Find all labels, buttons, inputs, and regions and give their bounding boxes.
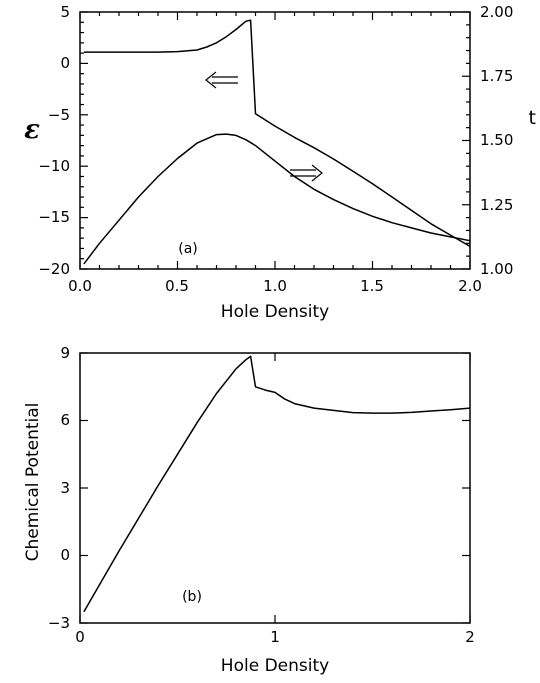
y-right-tick-label: 2.00: [480, 3, 513, 21]
y-axis-title-right: t: [529, 107, 536, 129]
x-tick-label: 2.0: [458, 277, 482, 295]
x-axis-title: Hole Density: [221, 302, 329, 322]
panel-a-bottom-ticks: [79, 12, 471, 269]
x-tick-label: 1.0: [263, 277, 287, 295]
panel-b-bottom-ticks: [79, 353, 471, 623]
x-tick-label: 1.5: [360, 277, 384, 295]
y-tick-label: 6: [60, 411, 70, 429]
x-tick-label: 1: [270, 628, 280, 646]
panel-b: 9 6 3 0 −3 0 1 2 Hole Density Chemical P…: [23, 344, 475, 676]
y-tick-label: −5: [48, 106, 70, 124]
x-tick-label: 0.0: [68, 277, 92, 295]
panel-b-right-ticks: [462, 352, 470, 624]
panel-label: (a): [178, 241, 198, 257]
left-arrow-icon: [205, 71, 238, 89]
series-line-epsilon: [83, 19, 471, 248]
y-right-tick-label: 1.00: [480, 260, 513, 278]
y-tick-label: 9: [60, 344, 70, 362]
right-arrow-icon: [290, 164, 323, 182]
y-tick-label: −20: [38, 260, 70, 278]
panel-b-frame: [79, 352, 471, 624]
panel-a-right-ticks: [462, 11, 470, 270]
panel-a: 5 0 −5 −10 −15 −20 2.00 1.75 1.50 1.25 1…: [24, 3, 536, 322]
y-right-tick-label: 1.75: [480, 67, 513, 85]
y-tick-label: −3: [48, 614, 70, 632]
panel-a-left-ticks: [80, 11, 88, 270]
y-right-tick-label: 1.25: [480, 196, 513, 214]
panel-b-left-ticks: [80, 352, 88, 624]
panel-a-frame: [79, 11, 471, 270]
y-tick-label: 5: [60, 3, 70, 21]
panel-label: (b): [182, 589, 202, 605]
x-axis-title: Hole Density: [221, 656, 329, 676]
y-axis-title-left: ε: [24, 115, 40, 145]
y-tick-label: 0: [60, 54, 70, 72]
y-tick-label: −15: [38, 208, 70, 226]
x-tick-label: 0.5: [165, 277, 189, 295]
y-axis-title: Chemical Potential: [23, 403, 43, 562]
y-tick-label: −10: [38, 157, 70, 175]
series-line-t: [83, 133, 471, 265]
y-right-tick-label: 1.50: [480, 131, 513, 149]
y-tick-label: 0: [60, 546, 70, 564]
x-tick-label: 0: [75, 628, 85, 646]
y-tick-label: 3: [60, 479, 70, 497]
series-line-chemical-potential: [83, 355, 471, 613]
x-tick-label: 2: [465, 628, 475, 646]
